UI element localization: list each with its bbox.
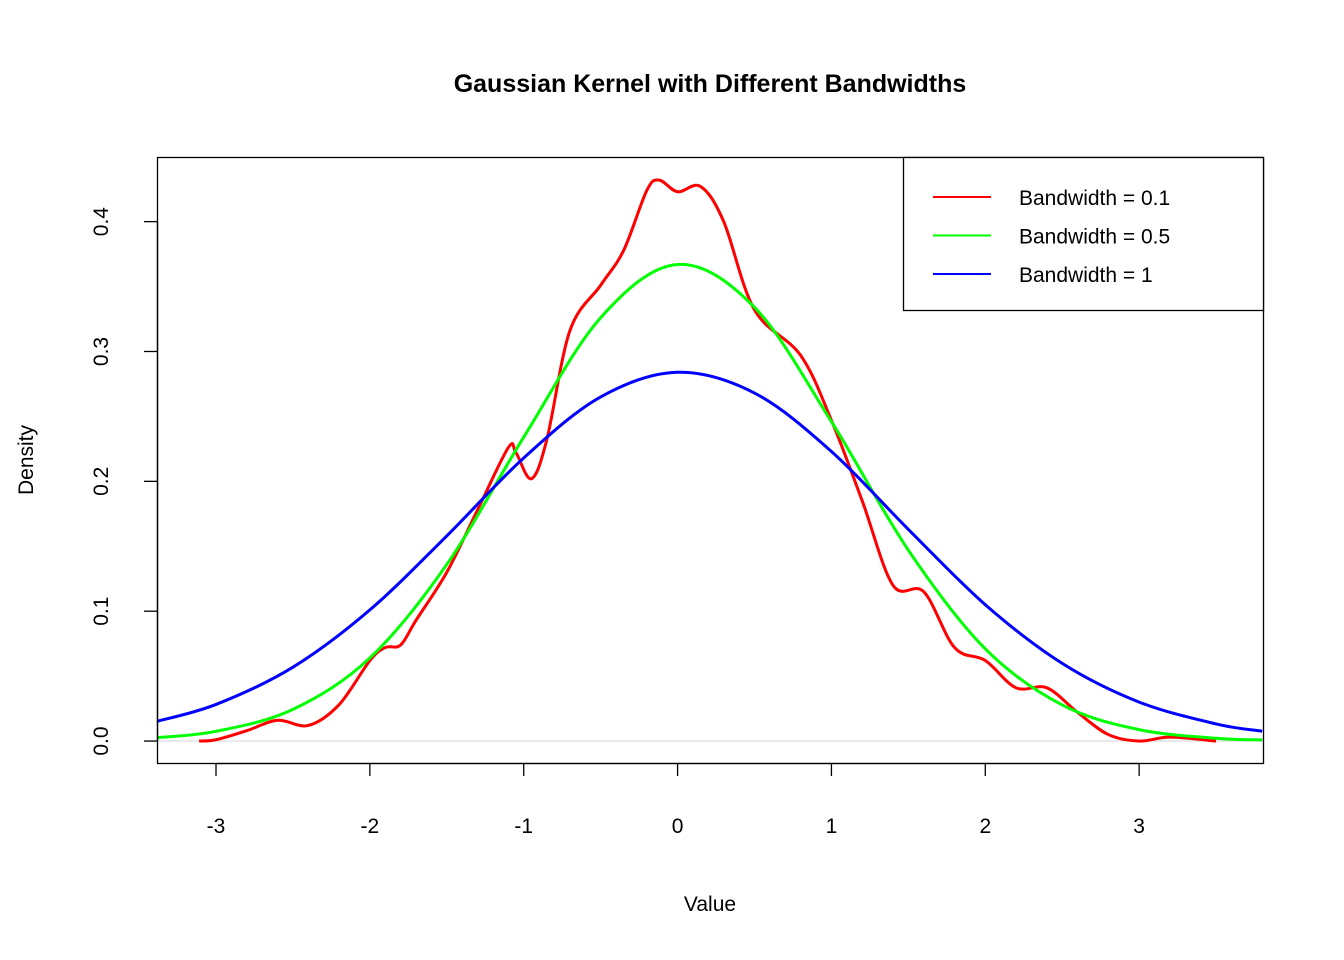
legend: Bandwidth = 0.1 Bandwidth = 0.5 Bandwidth … xyxy=(902,156,1265,312)
y-tick-label: 0.3 xyxy=(90,337,113,366)
x-tick-label: -3 xyxy=(207,815,226,838)
x-tick-label: 3 xyxy=(1133,815,1145,838)
x-tick-label: 0 xyxy=(672,815,684,838)
legend-label: Bandwidth = 1 xyxy=(1019,264,1153,287)
series-line-3 xyxy=(158,370,1263,733)
y-axis-title: Density xyxy=(15,424,38,495)
y-tick-label: 0.0 xyxy=(90,726,113,755)
series-line-1 xyxy=(198,178,1217,743)
y-tick-label: 0.4 xyxy=(90,207,113,237)
chart-title: Gaussian Kernel with Different Bandwidth… xyxy=(454,70,967,98)
x-tick-label: -2 xyxy=(361,815,380,838)
x-tick-label: -1 xyxy=(514,815,533,838)
legend-box xyxy=(902,156,1265,312)
legend-label: Bandwidth = 0.5 xyxy=(1019,226,1170,249)
x-tick-label: 1 xyxy=(826,815,838,838)
x-axis: -3 -2 -1 0 1 2 3 xyxy=(207,762,1145,838)
y-axis: 0.0 0.1 0.2 0.3 0.4 xyxy=(90,207,159,756)
legend-label: Bandwidth = 0.1 xyxy=(1019,187,1170,210)
x-axis-title: Value xyxy=(684,893,736,916)
y-tick-label: 0.1 xyxy=(90,597,113,626)
y-tick-label: 0.2 xyxy=(90,467,113,496)
series-layer xyxy=(158,178,1263,743)
x-tick-label: 2 xyxy=(979,815,991,838)
series-line-2 xyxy=(158,262,1263,742)
